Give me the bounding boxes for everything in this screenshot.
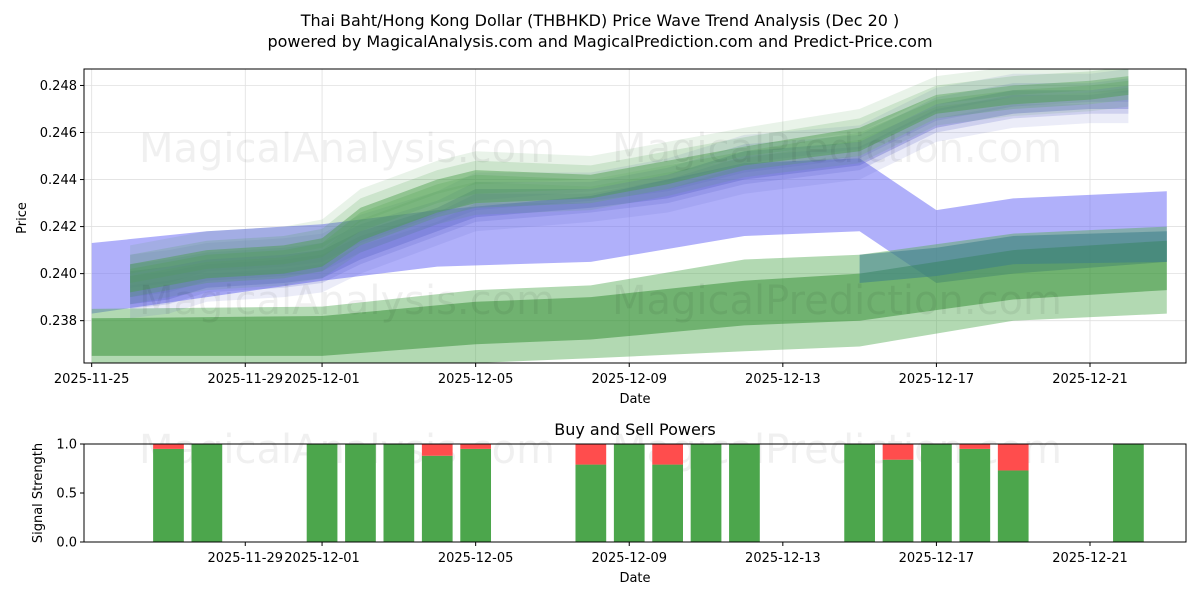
signal-x-tick-label: 2025-12-09 xyxy=(591,551,667,566)
signal-x-tick-label: 2025-12-21 xyxy=(1052,551,1128,566)
price-x-tick-label: 2025-12-21 xyxy=(1052,372,1128,387)
price-x-tick-label: 2025-12-09 xyxy=(591,372,667,387)
teal-projection-band xyxy=(859,231,1167,283)
chart-title-line1: Thai Baht/Hong Kong Dollar (THBHKD) Pric… xyxy=(300,11,900,30)
signal-x-tick-label: 2025-12-01 xyxy=(284,551,360,566)
buy-power-bar xyxy=(153,448,184,542)
blue-upper-band xyxy=(91,158,1167,314)
price-x-tick-label: 2025-12-17 xyxy=(899,372,975,387)
buy-power-bar xyxy=(613,444,645,542)
buy-power-bar xyxy=(575,464,607,542)
signal-plot: Buy and Sell Powers MagicalAnalysis.com … xyxy=(31,420,1187,586)
buy-power-bar xyxy=(191,444,223,542)
blue-main-wave xyxy=(130,99,1129,319)
price-x-tick-label: 2025-11-29 xyxy=(207,372,283,387)
signal-y-axis: 0.0 0.5 1.0 xyxy=(56,438,84,551)
watermark-text: MagicalAnalysis.com xyxy=(139,278,555,324)
buy-power-bar xyxy=(383,444,415,542)
blue-main-wave xyxy=(130,78,1129,298)
sell-power-bar xyxy=(460,444,492,449)
price-y-tick-label: 0.248 xyxy=(40,79,77,94)
price-x-tick-label: 2025-12-01 xyxy=(284,372,360,387)
buy-power-bar xyxy=(652,464,683,542)
signal-x-tick-label: 2025-11-29 xyxy=(207,551,283,566)
watermark-text: MagicalPrediction.com xyxy=(612,126,1062,172)
green-main-wave xyxy=(130,69,1129,274)
sell-power-bar xyxy=(882,444,914,460)
signal-bars xyxy=(153,444,1144,542)
sell-power-bar xyxy=(652,444,683,465)
buy-power-bar xyxy=(882,459,914,542)
buy-power-bar xyxy=(921,444,952,542)
signal-x-axis-label: Date xyxy=(619,571,650,586)
signal-chart-title: Buy and Sell Powers xyxy=(554,420,716,439)
buy-power-bar xyxy=(959,448,991,542)
price-x-tick-label: 2025-12-13 xyxy=(745,372,821,387)
sell-power-bar xyxy=(153,444,184,449)
sell-power-bar xyxy=(421,444,453,456)
blue-main-wave xyxy=(130,69,1129,288)
watermark-text: MagicalPrediction.com xyxy=(612,278,1062,324)
buy-power-bar xyxy=(460,448,492,542)
sell-power-bar xyxy=(575,444,607,465)
signal-y-axis-label: Signal Strength xyxy=(31,443,46,543)
price-x-axis: 2025-11-25 2025-11-29 2025-12-01 2025-12-05… xyxy=(54,363,1128,387)
green-main-wave xyxy=(130,69,1129,283)
signal-y-tick-label: 0.0 xyxy=(56,536,77,551)
price-y-tick-label: 0.246 xyxy=(40,126,77,141)
signal-x-tick-label: 2025-12-05 xyxy=(438,551,514,566)
buy-power-bar xyxy=(421,455,453,542)
price-y-tick-label: 0.242 xyxy=(40,220,77,235)
sell-power-bar xyxy=(959,444,991,449)
price-y-axis-label: Price xyxy=(15,202,30,234)
price-watermarks: MagicalAnalysis.com MagicalPrediction.co… xyxy=(139,126,1062,324)
price-x-axis-label: Date xyxy=(619,392,650,407)
buy-power-bar xyxy=(729,444,760,542)
signal-y-tick-label: 1.0 xyxy=(56,438,77,453)
price-plot: MagicalAnalysis.com MagicalPrediction.co… xyxy=(15,68,1187,407)
signal-x-axis: 2025-11-29 2025-12-01 2025-12-05 2025-12-09… xyxy=(207,542,1128,566)
price-y-tick-label: 0.238 xyxy=(40,314,77,329)
chart-title-line2: powered by MagicalAnalysis.com and Magic… xyxy=(267,32,932,51)
green-main-wave xyxy=(130,80,1129,298)
price-x-tick-label: 2025-12-05 xyxy=(438,372,514,387)
buy-power-bar xyxy=(306,444,338,542)
signal-y-tick-label: 0.5 xyxy=(56,487,77,502)
price-plot-frame xyxy=(83,68,1187,364)
price-y-tick-label: 0.240 xyxy=(40,267,77,282)
blue-main-wave xyxy=(130,90,1129,309)
sell-power-bar xyxy=(997,444,1029,471)
signal-x-tick-label: 2025-12-13 xyxy=(745,551,821,566)
blue-main-wave xyxy=(130,85,1129,305)
signal-x-tick-label: 2025-12-17 xyxy=(899,551,975,566)
green-main-wave xyxy=(130,87,1129,305)
buy-power-bar xyxy=(997,470,1029,542)
buy-power-bar xyxy=(1113,444,1144,542)
price-y-tick-label: 0.244 xyxy=(40,173,77,188)
buy-power-bar xyxy=(844,444,875,542)
green-main-wave xyxy=(130,76,1129,293)
buy-power-bar xyxy=(690,444,722,542)
price-y-axis: 0.238 0.240 0.242 0.244 0.246 0.248 xyxy=(40,79,84,329)
buy-power-bar xyxy=(345,444,376,542)
price-wave-bands xyxy=(91,69,1167,363)
price-x-tick-label: 2025-11-25 xyxy=(54,372,130,387)
watermark-text: MagicalAnalysis.com xyxy=(139,126,555,172)
